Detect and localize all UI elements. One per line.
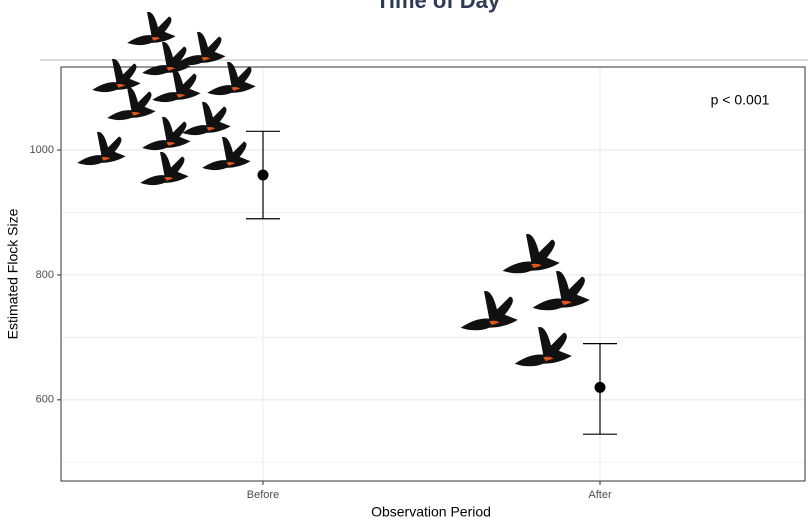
bird-flock	[77, 12, 590, 366]
chart-title: Time of Day	[376, 0, 501, 13]
y-tick-label: 600	[36, 394, 54, 406]
y-axis-title: Estimated Flock Size	[5, 208, 21, 339]
panel-border	[61, 67, 805, 481]
x-tick-label: After	[588, 489, 612, 501]
x-axis-title: Observation Period	[371, 504, 491, 519]
y-tick-label: 1000	[30, 144, 54, 156]
annotation: p < 0.001	[711, 92, 770, 108]
x-tick-label: Before	[247, 489, 279, 501]
chart: Time of Day 600 800 1000 Before After p < 0.…	[0, 0, 808, 519]
point	[258, 170, 269, 181]
point	[595, 382, 606, 393]
y-tick-label: 800	[36, 269, 54, 281]
